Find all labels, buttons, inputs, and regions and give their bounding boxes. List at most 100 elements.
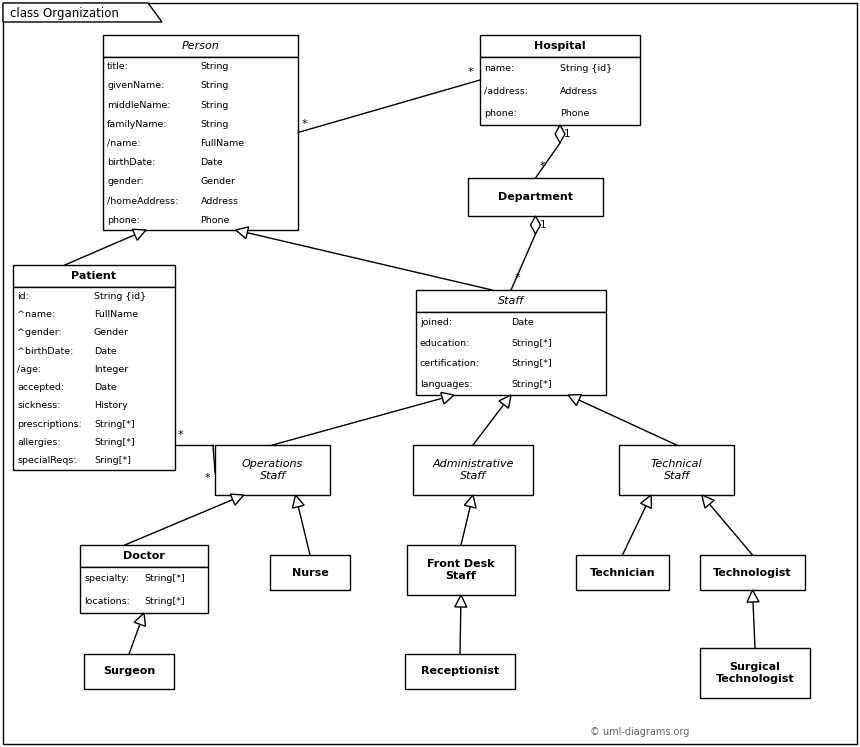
Text: History: History [94, 401, 128, 410]
Text: Receptionist: Receptionist [421, 666, 499, 677]
Text: Phone: Phone [200, 216, 230, 225]
Text: FullName: FullName [200, 139, 244, 148]
Text: Integer: Integer [94, 365, 128, 374]
Text: Technical
Staff: Technical Staff [651, 459, 703, 481]
Text: specialty:: specialty: [84, 574, 129, 583]
Bar [405, 654, 515, 689]
Text: String[*]: String[*] [94, 438, 135, 447]
Polygon shape [3, 3, 162, 22]
Text: sickness:: sickness: [17, 401, 60, 410]
Polygon shape [641, 495, 651, 509]
Polygon shape [702, 495, 714, 508]
Text: Technician: Technician [590, 568, 655, 577]
Text: id:: id: [17, 291, 29, 300]
Text: phone:: phone: [107, 216, 140, 225]
Text: accepted:: accepted: [17, 383, 64, 392]
Bar [13, 265, 175, 287]
Text: title:: title: [107, 62, 129, 71]
Text: Technologist: Technologist [713, 568, 792, 577]
Text: ^name:: ^name: [17, 310, 55, 319]
Text: Front Desk
Staff: Front Desk Staff [427, 560, 494, 581]
Text: Nurse: Nurse [292, 568, 329, 577]
Text: Person: Person [181, 41, 219, 51]
Text: familyName:: familyName: [107, 120, 168, 128]
Text: *: * [205, 473, 211, 483]
Text: *: * [515, 273, 520, 283]
Text: FullName: FullName [94, 310, 138, 319]
Polygon shape [132, 229, 146, 241]
Text: allergies:: allergies: [17, 438, 60, 447]
Text: Surgical
Technologist: Surgical Technologist [716, 662, 795, 684]
Text: String[*]: String[*] [511, 359, 552, 368]
Text: givenName:: givenName: [107, 81, 164, 90]
Text: /address:: /address: [484, 87, 528, 96]
Text: languages:: languages: [420, 380, 472, 389]
Polygon shape [230, 494, 243, 505]
Bar [416, 312, 606, 395]
Text: name:: name: [484, 63, 514, 73]
Text: certification:: certification: [420, 359, 480, 368]
Text: 1: 1 [564, 129, 571, 139]
Text: joined:: joined: [420, 318, 452, 327]
Text: /age:: /age: [17, 365, 41, 374]
Bar [480, 35, 640, 57]
Text: Date: Date [511, 318, 534, 327]
Text: String[*]: String[*] [511, 380, 552, 389]
Text: education:: education: [420, 338, 470, 347]
Text: /homeAddress:: /homeAddress: [107, 196, 178, 205]
Polygon shape [236, 227, 249, 238]
Bar [619, 445, 734, 495]
Bar [480, 57, 640, 125]
Text: Address: Address [200, 196, 238, 205]
Text: Address: Address [560, 87, 598, 96]
Text: Administrative
Staff: Administrative Staff [433, 459, 513, 481]
Bar [215, 445, 330, 495]
Text: String[*]: String[*] [144, 574, 185, 583]
Polygon shape [555, 125, 565, 143]
Text: specialReqs:: specialReqs: [17, 456, 77, 465]
Bar [103, 57, 298, 230]
Text: Sring[*]: Sring[*] [94, 456, 131, 465]
Polygon shape [134, 613, 145, 626]
Text: Surgeon: Surgeon [103, 666, 155, 677]
Text: © uml-diagrams.org: © uml-diagrams.org [590, 727, 690, 737]
Bar [80, 567, 208, 613]
Text: ^gender:: ^gender: [17, 328, 62, 337]
Text: *: * [468, 67, 474, 77]
Text: Date: Date [200, 158, 224, 167]
Text: class Organization: class Organization [10, 7, 119, 19]
Text: String[*]: String[*] [144, 597, 185, 606]
Polygon shape [292, 495, 304, 508]
Text: ^birthDate:: ^birthDate: [17, 347, 73, 356]
Text: locations:: locations: [84, 597, 130, 606]
Text: Phone: Phone [560, 109, 589, 118]
Bar [407, 545, 515, 595]
Bar [700, 648, 810, 698]
Bar [416, 290, 606, 312]
Bar [700, 555, 805, 590]
Text: phone:: phone: [484, 109, 517, 118]
Polygon shape [441, 392, 454, 404]
Text: String[*]: String[*] [511, 338, 552, 347]
Text: Doctor: Doctor [123, 551, 165, 561]
Text: *: * [539, 161, 545, 171]
Text: birthDate:: birthDate: [107, 158, 156, 167]
Text: Date: Date [94, 347, 117, 356]
Text: prescriptions:: prescriptions: [17, 420, 82, 429]
Polygon shape [568, 394, 581, 406]
Text: Hospital: Hospital [534, 41, 586, 51]
Text: String: String [200, 101, 229, 110]
Bar [270, 555, 350, 590]
Text: gender:: gender: [107, 178, 144, 187]
Polygon shape [464, 495, 476, 508]
Text: String: String [200, 62, 229, 71]
Bar [413, 445, 533, 495]
Text: Department: Department [498, 192, 573, 202]
Text: Date: Date [94, 383, 117, 392]
Text: Operations
Staff: Operations Staff [242, 459, 303, 481]
Text: Patient: Patient [71, 271, 116, 281]
Text: String {id}: String {id} [560, 63, 612, 73]
Text: Gender: Gender [94, 328, 129, 337]
Polygon shape [455, 595, 467, 607]
Text: Gender: Gender [200, 178, 236, 187]
